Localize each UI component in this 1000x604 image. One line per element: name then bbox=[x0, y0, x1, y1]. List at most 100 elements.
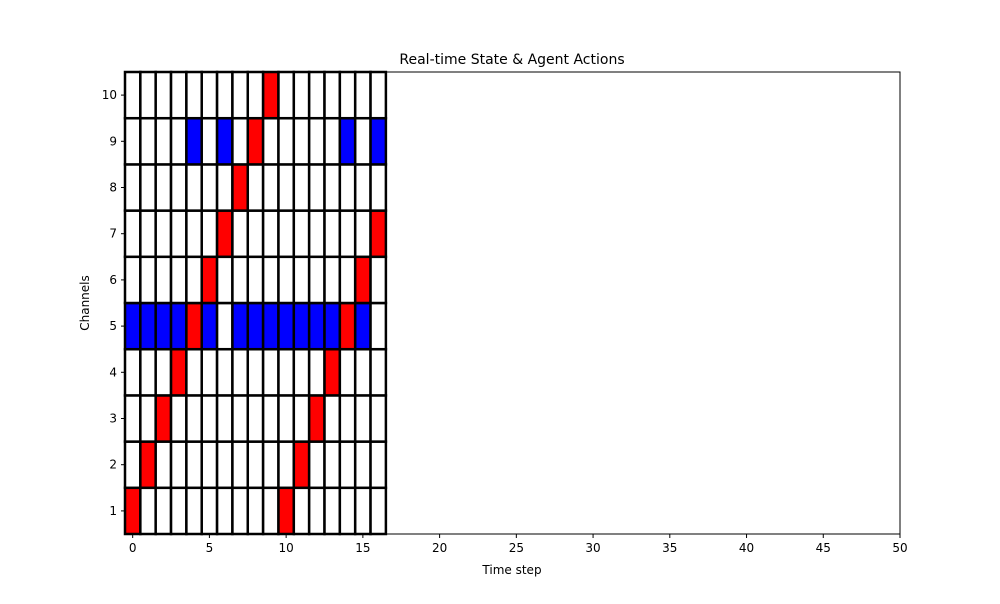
cell-free-t10-ch9 bbox=[277, 116, 296, 166]
cell-free-t16-ch8 bbox=[369, 163, 388, 212]
cell-free-t1-ch6 bbox=[139, 255, 157, 305]
cell-action-t5-ch6 bbox=[200, 255, 219, 305]
cell-free-t5-ch2 bbox=[200, 440, 219, 490]
cell-occupied-t14-ch9 bbox=[338, 116, 357, 166]
cell-free-t7-ch3 bbox=[231, 394, 250, 443]
cell-free-t1-ch3 bbox=[139, 394, 157, 443]
cell-free-t14-ch7 bbox=[338, 209, 357, 259]
cell-free-t4-ch2 bbox=[185, 440, 203, 490]
cell-free-t2-ch10 bbox=[154, 70, 173, 120]
cell-free-t7-ch1 bbox=[231, 486, 250, 536]
cell-free-t13-ch7 bbox=[323, 209, 342, 259]
cell-free-t12-ch9 bbox=[307, 116, 326, 166]
cell-free-t8-ch4 bbox=[246, 347, 265, 397]
cell-free-t9-ch6 bbox=[261, 255, 280, 305]
cell-free-t15-ch7 bbox=[353, 209, 372, 259]
cell-occupied-t1-ch5 bbox=[139, 301, 157, 351]
cell-free-t4-ch1 bbox=[185, 486, 203, 536]
cell-free-t11-ch3 bbox=[292, 394, 311, 443]
cell-occupied-t4-ch9 bbox=[185, 116, 203, 166]
cell-occupied-t11-ch5 bbox=[292, 301, 311, 351]
cell-free-t15-ch2 bbox=[353, 440, 372, 490]
cell-free-t10-ch7 bbox=[277, 209, 296, 259]
cell-free-t1-ch9 bbox=[139, 116, 157, 166]
cell-free-t16-ch3 bbox=[369, 394, 388, 443]
y-tick-label-10: 10 bbox=[102, 88, 117, 102]
cell-free-t0-ch10 bbox=[123, 70, 142, 120]
cell-free-t8-ch6 bbox=[246, 255, 265, 305]
cell-free-t6-ch6 bbox=[215, 255, 234, 305]
cell-occupied-t15-ch5 bbox=[353, 301, 372, 351]
cell-action-t3-ch4 bbox=[169, 347, 188, 397]
cell-occupied-t0-ch5 bbox=[123, 301, 142, 351]
x-tick-label-25: 25 bbox=[509, 541, 524, 555]
cell-free-t9-ch8 bbox=[261, 163, 280, 212]
y-tick-label-6: 6 bbox=[109, 273, 117, 287]
cell-occupied-t8-ch5 bbox=[246, 301, 265, 351]
cell-free-t3-ch2 bbox=[169, 440, 188, 490]
cell-free-t7-ch4 bbox=[231, 347, 250, 397]
cell-occupied-t12-ch5 bbox=[307, 301, 326, 351]
cell-free-t15-ch3 bbox=[353, 394, 372, 443]
cell-free-t15-ch1 bbox=[353, 486, 372, 536]
cell-free-t3-ch6 bbox=[169, 255, 188, 305]
cell-free-t7-ch9 bbox=[231, 116, 250, 166]
cell-free-t10-ch8 bbox=[277, 163, 296, 212]
cell-free-t15-ch9 bbox=[353, 116, 372, 166]
cell-action-t16-ch7 bbox=[369, 209, 388, 259]
cell-free-t5-ch7 bbox=[200, 209, 219, 259]
y-tick-label-2: 2 bbox=[109, 458, 117, 472]
x-tick-label-35: 35 bbox=[662, 541, 677, 555]
cell-free-t2-ch7 bbox=[154, 209, 173, 259]
cell-action-t11-ch2 bbox=[292, 440, 311, 490]
cell-action-t7-ch8 bbox=[231, 163, 250, 212]
cell-free-t14-ch6 bbox=[338, 255, 357, 305]
cell-action-t14-ch5 bbox=[338, 301, 357, 351]
cell-action-t6-ch7 bbox=[215, 209, 234, 259]
cell-action-t10-ch1 bbox=[277, 486, 296, 536]
y-ticks: 1 2 3 4 5 6 7 8 9 10 bbox=[102, 88, 125, 518]
cell-free-t11-ch4 bbox=[292, 347, 311, 397]
x-tick-label-30: 30 bbox=[585, 541, 600, 555]
x-tick-label-45: 45 bbox=[816, 541, 831, 555]
cell-free-t9-ch1 bbox=[261, 486, 280, 536]
cell-occupied-t3-ch5 bbox=[169, 301, 188, 351]
chart-title: Real-time State & Agent Actions bbox=[399, 52, 624, 68]
cell-free-t5-ch9 bbox=[200, 116, 219, 166]
cell-free-t7-ch6 bbox=[231, 255, 250, 305]
cell-free-t6-ch4 bbox=[215, 347, 234, 397]
y-tick-label-9: 9 bbox=[109, 134, 117, 148]
cell-free-t2-ch1 bbox=[154, 486, 173, 536]
cell-free-t4-ch10 bbox=[185, 70, 203, 120]
cell-free-t0-ch3 bbox=[123, 394, 142, 443]
cell-free-t8-ch2 bbox=[246, 440, 265, 490]
cell-free-t15-ch4 bbox=[353, 347, 372, 397]
cell-free-t8-ch7 bbox=[246, 209, 265, 259]
cell-action-t15-ch6 bbox=[353, 255, 372, 305]
cell-free-t1-ch7 bbox=[139, 209, 157, 259]
cell-free-t0-ch9 bbox=[123, 116, 142, 166]
cell-free-t13-ch3 bbox=[323, 394, 342, 443]
cell-occupied-t16-ch9 bbox=[369, 116, 388, 166]
cell-free-t14-ch4 bbox=[338, 347, 357, 397]
cell-free-t10-ch3 bbox=[277, 394, 296, 443]
cell-free-t9-ch7 bbox=[261, 209, 280, 259]
cell-free-t0-ch7 bbox=[123, 209, 142, 259]
cell-free-t16-ch2 bbox=[369, 440, 388, 490]
cell-free-t5-ch4 bbox=[200, 347, 219, 397]
cell-free-t9-ch2 bbox=[261, 440, 280, 490]
y-tick-label-8: 8 bbox=[109, 181, 117, 195]
cell-free-t12-ch7 bbox=[307, 209, 326, 259]
cell-free-t13-ch8 bbox=[323, 163, 342, 212]
cell-free-t14-ch1 bbox=[338, 486, 357, 536]
cell-free-t4-ch7 bbox=[185, 209, 203, 259]
cell-action-t2-ch3 bbox=[154, 394, 173, 443]
y-tick-label-1: 1 bbox=[109, 504, 117, 518]
x-tick-label-50: 50 bbox=[892, 541, 907, 555]
cell-free-t0-ch4 bbox=[123, 347, 142, 397]
cell-free-t16-ch1 bbox=[369, 486, 388, 536]
cell-occupied-t2-ch5 bbox=[154, 301, 173, 351]
x-tick-label-40: 40 bbox=[739, 541, 754, 555]
